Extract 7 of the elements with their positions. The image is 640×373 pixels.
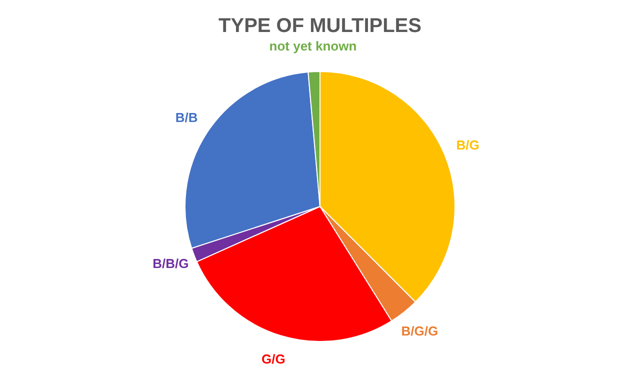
slice-label: B/G/G: [401, 324, 438, 339]
chart-title: TYPE OF MULTIPLES: [218, 15, 422, 37]
slice-label: B/B/G: [152, 256, 189, 271]
slice-label: B/B: [175, 110, 198, 126]
slice-label: B/G: [456, 137, 480, 152]
slice-label: not yet known: [269, 38, 357, 54]
slice-label: G/G: [262, 352, 286, 367]
